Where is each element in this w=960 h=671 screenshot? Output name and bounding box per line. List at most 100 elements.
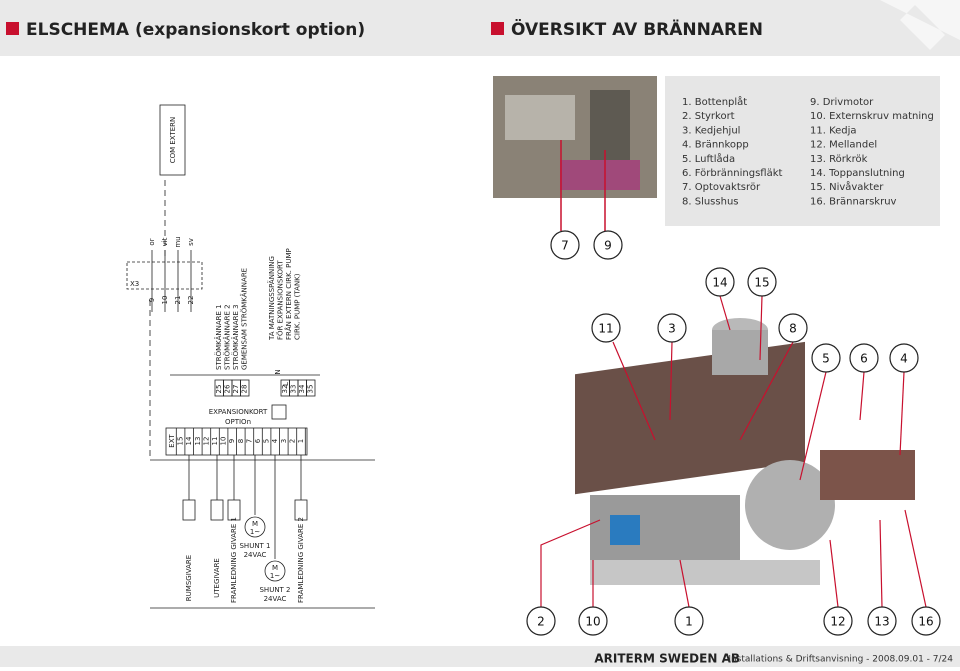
photo-part (560, 160, 640, 190)
right-title: ÖVERSIKT AV BRÄNNAREN (511, 18, 763, 40)
supply-terminal: 35 (307, 385, 315, 394)
supply-terminal: N (274, 369, 282, 374)
wire-color: or (148, 238, 156, 245)
callout-number: 7 (561, 239, 569, 253)
motor-name: SHUNT 1 (239, 542, 270, 550)
callout-circle (889, 343, 919, 373)
sensor-terminal: 28 (241, 385, 249, 394)
parts-item: 13. Rörkrök (810, 154, 868, 165)
wire-color: mu (174, 236, 182, 247)
callout-circle (674, 606, 704, 636)
motor-phase: 1~ (270, 572, 280, 580)
strip-terminal: 13 (194, 437, 202, 446)
footer-company: ARITERM SWEDEN AB (594, 652, 740, 666)
section-icon (491, 22, 504, 35)
footer-band (0, 646, 960, 667)
callout-circle (657, 313, 687, 343)
left-title: ELSCHEMA (expansionskort option) (26, 20, 365, 40)
strip-terminal: 8 (237, 439, 245, 443)
motor-phase: 1~ (250, 528, 260, 536)
strip-terminal: EXT (168, 434, 176, 448)
callout-number: 2 (537, 615, 545, 629)
parts-box (665, 76, 940, 226)
motor (244, 516, 266, 538)
board-label: EXPANSIONKORT (209, 408, 268, 416)
burner-photo (575, 318, 915, 585)
callout-number: 10 (585, 615, 600, 629)
sensor-label: STRÖMKÄNNARE 3 (231, 304, 240, 370)
parts-item: 14. Toppanslutning (810, 168, 905, 179)
supply-terminal: 33 (290, 385, 298, 394)
motor-voltage: 24VAC (244, 551, 267, 559)
callout-number: 14 (712, 276, 727, 290)
leaders (540, 295, 927, 608)
strip-terminal: 15 (177, 437, 185, 446)
supply-label: CIRK. PUMP (TANK) (294, 273, 302, 340)
sensor-terminal: 27 (232, 385, 240, 394)
x3-terminal: 9 (148, 298, 156, 302)
parts-item: 5. Luftlåda (682, 152, 735, 165)
parts-item: 16. Brännarskruv (810, 196, 897, 207)
terminal-box (240, 379, 250, 397)
device-label: RUMSGIVARE (185, 555, 193, 601)
photo-part (590, 90, 630, 160)
motor (264, 560, 286, 582)
parts-item: 1. Bottenplåt (682, 95, 747, 108)
parts-item: 11. Kedja (810, 125, 857, 136)
supply-label: TA MATNINGSSPÄNNING (267, 256, 276, 341)
section-icon (6, 22, 19, 35)
motor-symbol: M (272, 564, 278, 572)
parts-item: 7. Optovaktsrör (682, 182, 761, 193)
callout-number: 13 (874, 615, 889, 629)
callout-number: 6 (860, 352, 868, 366)
callout-circle (811, 343, 841, 373)
terminal-box (306, 379, 316, 397)
callout-number: 16 (918, 615, 933, 629)
callout-circle (778, 313, 808, 343)
parts-item: 10. Externskruv matning (810, 111, 934, 122)
supply-terminal: L (282, 382, 290, 386)
callout-circle (550, 230, 580, 260)
device-label: FRAMLEDNING GIVARE 1 (230, 517, 238, 603)
device-label: FRAMLEDNING GIVARE 2 (297, 517, 305, 603)
parts-item: 4. Brännkopp (682, 140, 749, 151)
callout-circle (911, 606, 941, 636)
callout-number: 5 (822, 352, 830, 366)
callout-circle (578, 606, 608, 636)
callout-number: 11 (598, 322, 613, 336)
callout-circle (705, 267, 735, 297)
callout-number: 9 (604, 239, 612, 253)
com-extern: COM EXTERN (169, 117, 177, 164)
sensor-terminal: 26 (224, 384, 232, 393)
strip-terminal: 6 (254, 438, 262, 443)
parts-item: 2. Styrkort (682, 111, 735, 122)
photo-part (505, 95, 575, 140)
supply-label: FÖR EXPANSIONSKORT (276, 260, 285, 340)
callout-number: 3 (668, 322, 676, 336)
callout-circle (823, 606, 853, 636)
callout-number: 1 (685, 615, 693, 629)
strip-terminal: 1 (297, 439, 305, 443)
callout-circle (593, 230, 623, 260)
parts-item: 12. Mellandel (810, 140, 877, 151)
callout-circle (747, 267, 777, 297)
motor-symbol: M (252, 520, 258, 528)
supply-terminal: 34 (298, 384, 306, 393)
sensor-label: GEMENSAM STRÖMKÄNNARE (240, 268, 249, 370)
wire-color: vit (161, 237, 169, 246)
sensor-terminal: 25 (215, 385, 223, 394)
device-label: UTEGIVARE (213, 558, 221, 598)
parts-item: 6. Förbränningsfläkt (682, 168, 782, 179)
header-band (0, 0, 960, 56)
x3-terminal: 10 (161, 296, 169, 305)
sensor-label: STRÖMKÄNNARE 1 (214, 304, 223, 370)
strip-terminal: 7 (245, 439, 253, 443)
callout-number: 8 (789, 322, 797, 336)
strip-terminal: 12 (202, 437, 210, 446)
callout-circle (849, 343, 879, 373)
x3-label: X3 (130, 280, 139, 288)
callout-circle (867, 606, 897, 636)
parts-item: 9. Drivmotor (810, 97, 874, 108)
